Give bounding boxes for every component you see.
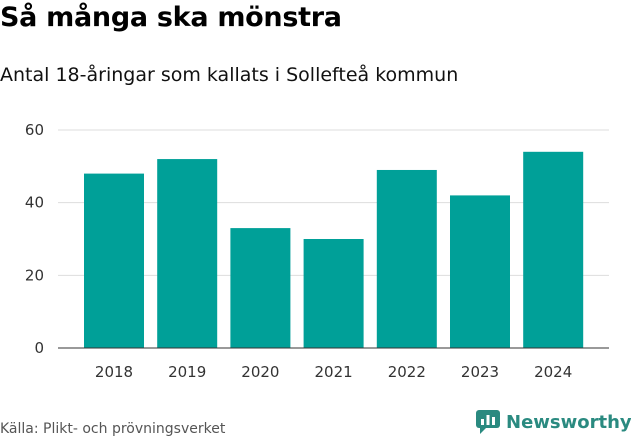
bar-2020 — [230, 228, 291, 348]
bar-2019 — [157, 159, 218, 348]
brand-name: Newsworthy — [506, 411, 631, 433]
bar-2023 — [450, 195, 510, 348]
bars — [84, 151, 584, 348]
bar-2021 — [303, 239, 364, 348]
x-tick-label: 2019 — [168, 363, 206, 381]
chart-title: Så många ska mönstra — [0, 2, 342, 33]
x-tick-label: 2020 — [241, 363, 279, 381]
y-axis-ticks: 0 20 40 60 — [25, 121, 44, 357]
y-tick-label: 60 — [25, 121, 44, 139]
x-tick-label: 2021 — [315, 363, 353, 381]
source-note: Källa: Plikt- och prövningsverket — [0, 421, 226, 437]
x-axis-ticks: 2018 2019 2020 2021 2022 2023 2024 — [95, 363, 572, 381]
y-tick-label: 20 — [25, 266, 44, 284]
bar-2022 — [376, 169, 437, 348]
y-tick-label: 40 — [25, 194, 44, 212]
brand-logo: Newsworthy — [476, 408, 631, 436]
bar-2024 — [523, 151, 584, 348]
newsworthy-logo-icon — [476, 410, 500, 434]
x-tick-label: 2023 — [461, 363, 499, 381]
chart-subtitle: Antal 18-åringar som kallats i Sollefteå… — [0, 64, 459, 86]
x-tick-label: 2022 — [388, 363, 426, 381]
x-tick-label: 2018 — [95, 363, 133, 381]
y-tick-label: 0 — [34, 339, 44, 357]
x-tick-label: 2024 — [534, 363, 572, 381]
bar-2018 — [84, 173, 144, 348]
